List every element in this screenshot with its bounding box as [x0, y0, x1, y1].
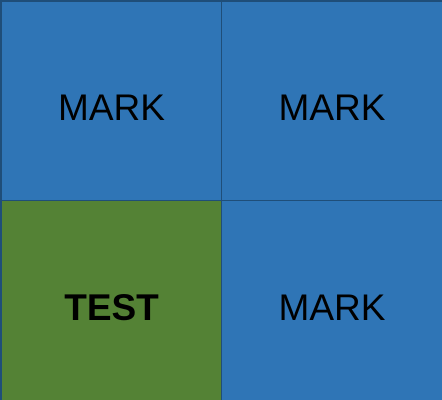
cell-label-top-right: MARK	[278, 87, 386, 128]
cell-label-bottom-right: MARK	[278, 286, 386, 328]
cell-label-bottom-left: TEST	[64, 286, 159, 328]
cell-label-top-left: MARK	[58, 87, 165, 128]
cell-top-left: MARK	[1, 1, 222, 201]
cell-bottom-right: MARK	[221, 200, 442, 400]
cell-bottom-left: TEST	[1, 200, 222, 400]
cell-top-right: MARK	[221, 1, 442, 201]
